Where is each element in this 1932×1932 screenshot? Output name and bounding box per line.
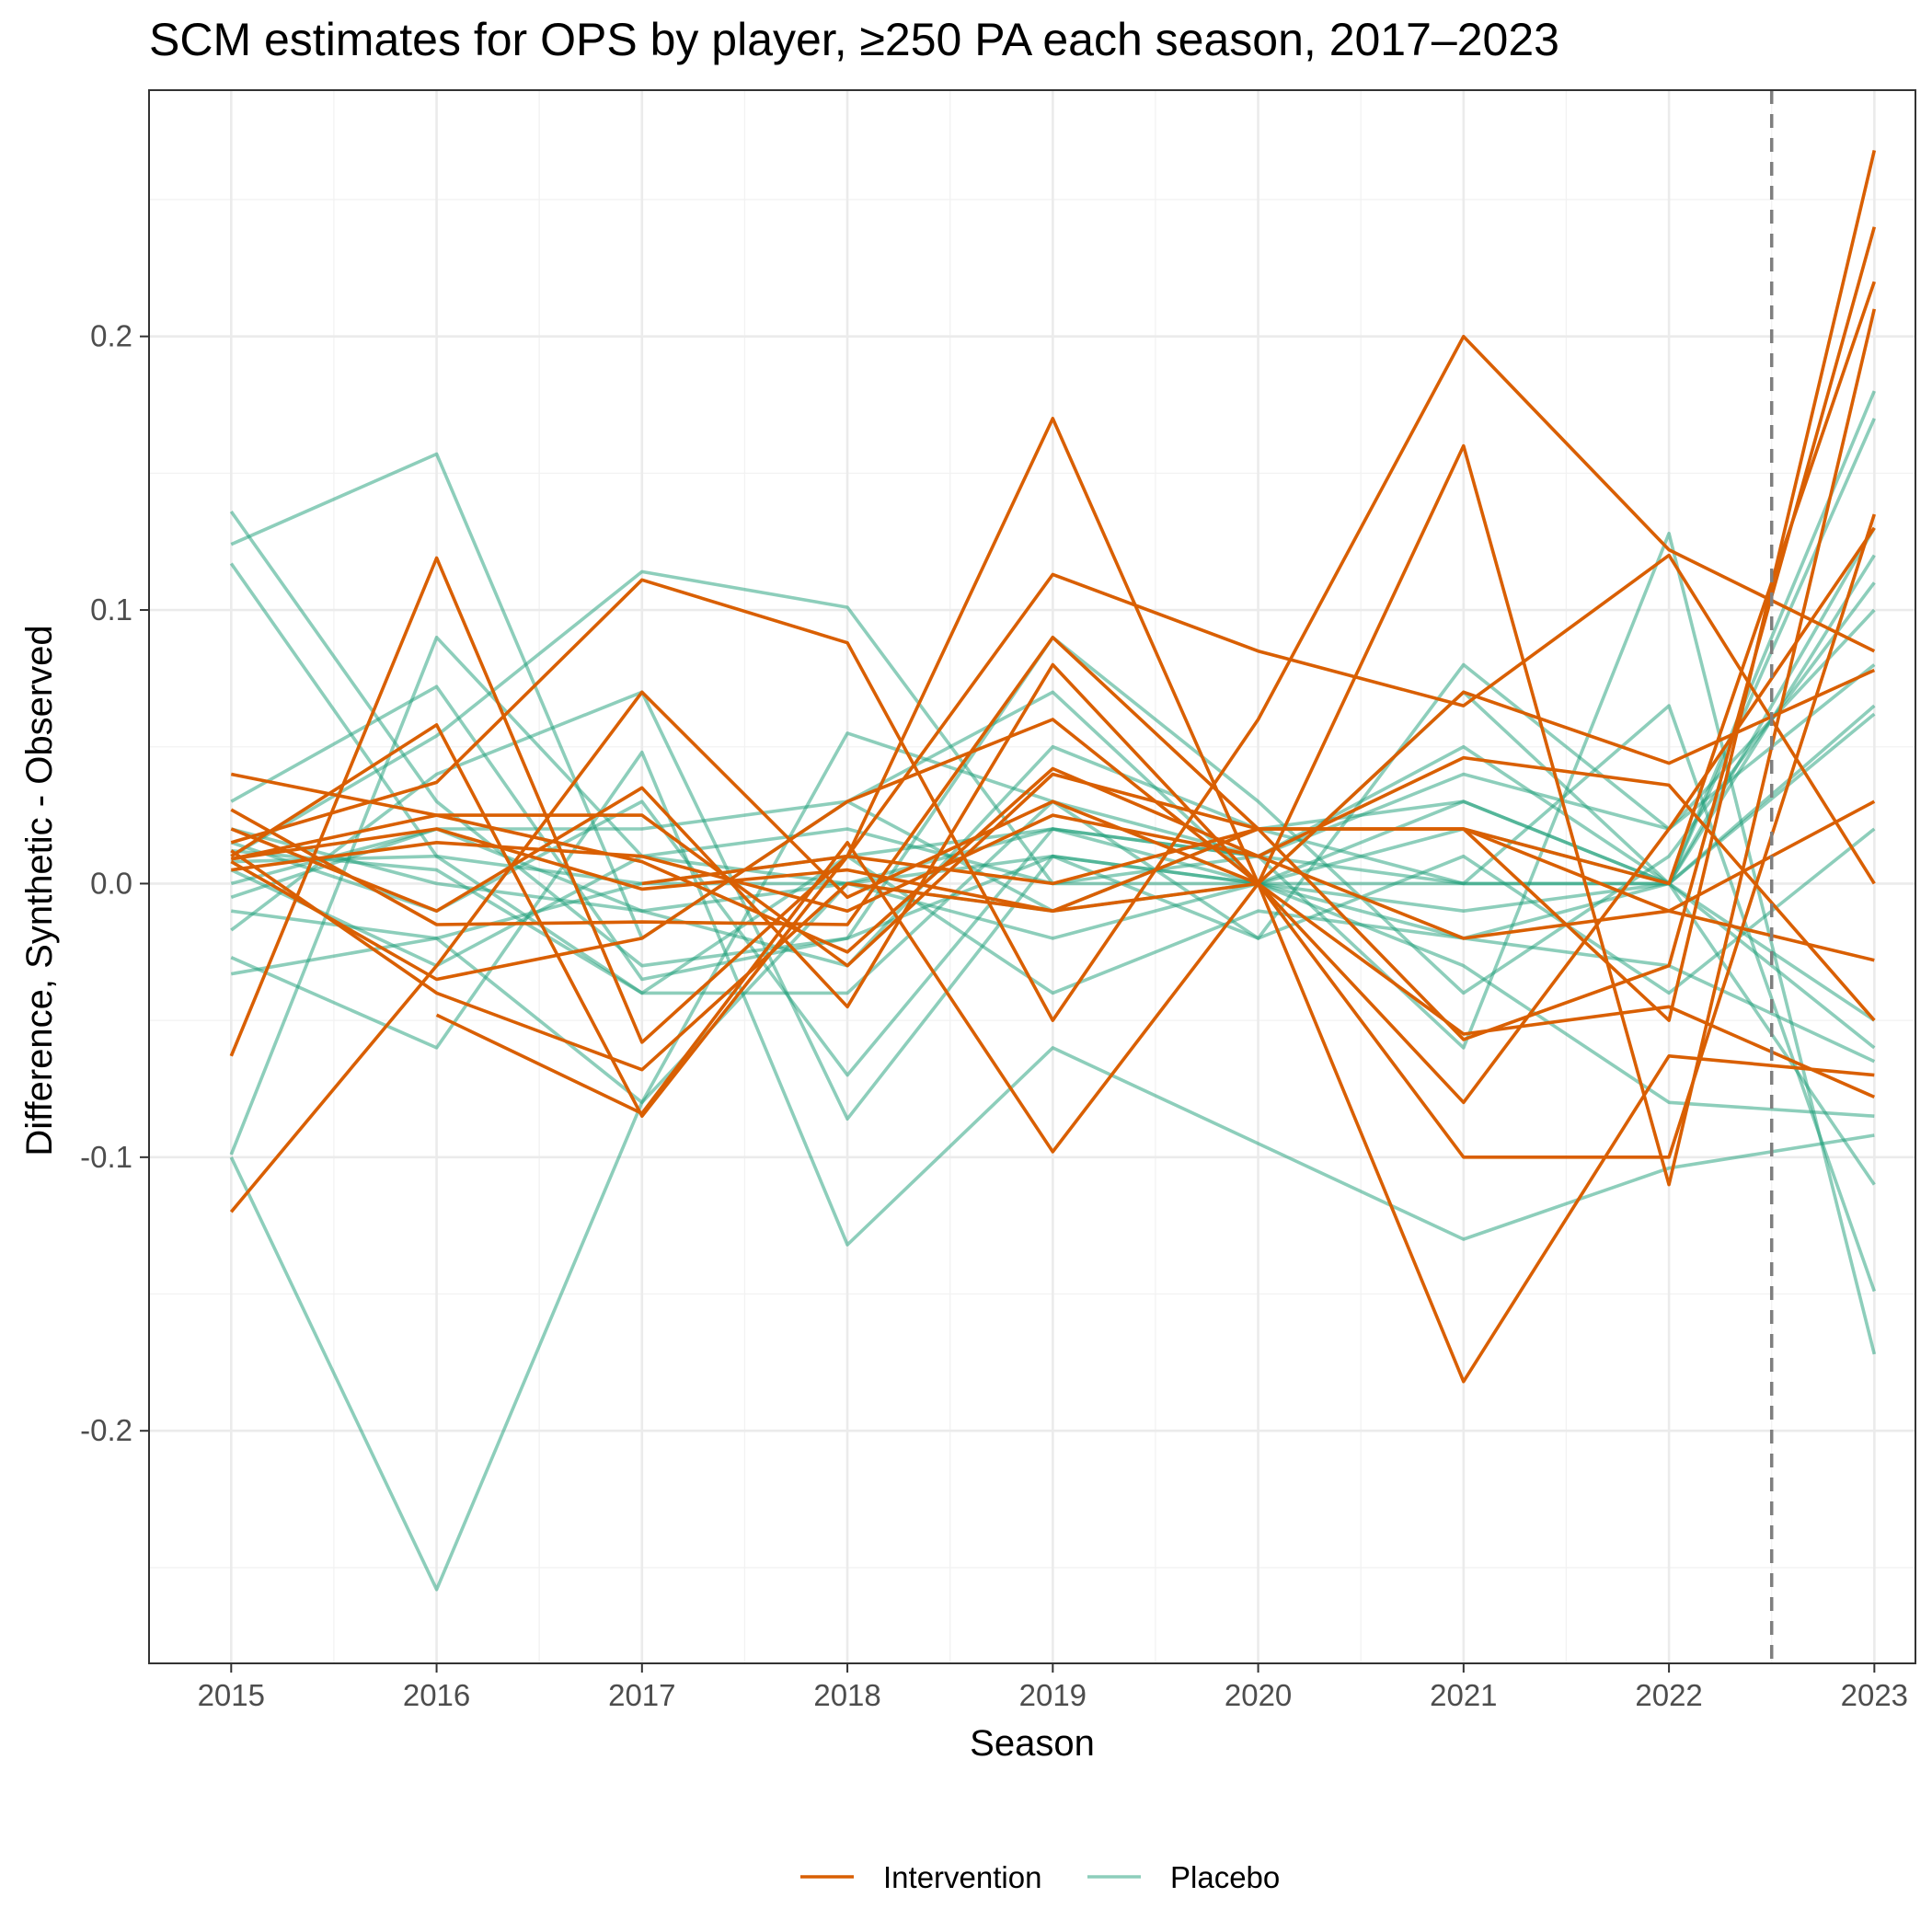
intervention-series-line bbox=[230, 226, 1877, 1041]
x-tick-label: 2023 bbox=[1841, 1678, 1908, 1712]
legend-label-placebo: Placebo bbox=[1170, 1860, 1280, 1894]
x-axis: 2015 2016 2017 2018 2019 2020 2021 2022 2023 bbox=[198, 1663, 1908, 1712]
panel-border bbox=[148, 89, 1916, 1664]
minor-gridlines bbox=[149, 90, 1915, 1663]
intervention-series-line bbox=[641, 553, 1876, 886]
x-axis-title: Season bbox=[970, 1723, 1095, 1764]
intervention-series-line bbox=[229, 281, 1877, 1057]
y-axis-title: Difference, Synthetic - Observed bbox=[19, 625, 60, 1156]
x-tick-label: 2019 bbox=[1019, 1678, 1087, 1712]
x-tick-label: 2020 bbox=[1225, 1678, 1292, 1712]
x-tick-label: 2017 bbox=[608, 1678, 675, 1712]
y-tick-label: 0.1 bbox=[90, 592, 132, 627]
legend: Intervention Placebo bbox=[800, 1860, 1280, 1894]
x-tick-label: 2016 bbox=[403, 1678, 470, 1712]
placebo-series-line bbox=[230, 690, 1876, 1293]
intervention-series-line bbox=[230, 308, 1877, 1187]
placebo-series-line bbox=[231, 712, 1876, 940]
x-tick-label: 2021 bbox=[1430, 1678, 1497, 1712]
intervention-series-line bbox=[230, 662, 1876, 1099]
placebo-series-line bbox=[230, 750, 1875, 1247]
intervention-series-line bbox=[230, 149, 1877, 1022]
x-tick-label: 2022 bbox=[1635, 1678, 1702, 1712]
y-tick-label: 0.2 bbox=[90, 319, 132, 353]
series-lines bbox=[229, 149, 1877, 1592]
x-tick-label: 2018 bbox=[813, 1678, 880, 1712]
intervention-series-line bbox=[435, 840, 1875, 1384]
y-tick-label: -0.2 bbox=[80, 1413, 132, 1447]
intervention-series-line bbox=[231, 799, 1876, 914]
legend-label-intervention: Intervention bbox=[883, 1860, 1041, 1894]
y-axis: -0.2 -0.1 0.0 0.1 0.2 bbox=[80, 319, 149, 1447]
intervention-series-line bbox=[230, 668, 1876, 982]
intervention-series-line bbox=[231, 813, 1875, 962]
intervention-series-line bbox=[230, 334, 1876, 1022]
intervention-series-line bbox=[230, 755, 1876, 1022]
y-tick-label: -0.1 bbox=[80, 1140, 132, 1174]
placebo-series-line bbox=[230, 704, 1876, 968]
chart-title: SCM estimates for OPS by player, ≥250 PA… bbox=[149, 14, 1559, 65]
y-tick-label: 0.0 bbox=[90, 866, 132, 900]
x-tick-label: 2015 bbox=[198, 1678, 265, 1712]
